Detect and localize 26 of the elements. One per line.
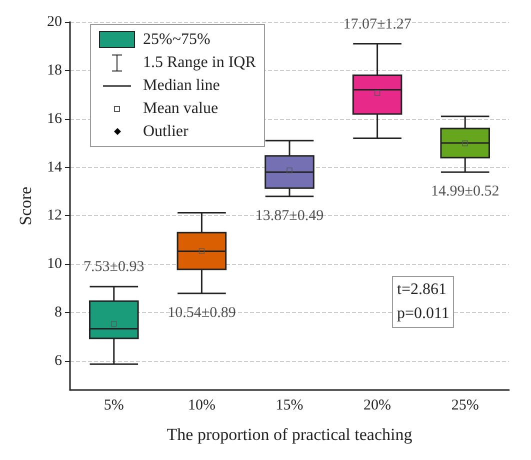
annotation: 10.54±0.89 — [168, 304, 236, 321]
annotation: t=2.861 p=0.011 — [392, 276, 454, 328]
y-tick-label: 14 — [47, 159, 62, 176]
x-tick-label: 10% — [188, 398, 216, 414]
y-tick-label: 10 — [47, 256, 62, 272]
x-axis-title: The proportion of practical teaching — [166, 425, 413, 444]
y-axis-title: Score — [16, 186, 35, 226]
x-tick-label: 25% — [451, 398, 479, 414]
annotation: 14.99±0.52 — [430, 184, 500, 200]
annotation: Median line — [143, 76, 220, 94]
annotation: 25%~75% — [143, 30, 210, 48]
y-tick-label: 6 — [54, 352, 62, 369]
y-tick-label: 16 — [47, 110, 62, 127]
annotation: 1.5 Range in IQR — [143, 54, 256, 72]
annotation: 17.07±1.27 — [343, 16, 412, 32]
y-tick-label: 20 — [47, 14, 62, 30]
x-tick-label: 15% — [276, 398, 304, 414]
x-tick-label: 20% — [364, 398, 392, 414]
y-tick-label: 12 — [47, 208, 62, 224]
y-tick-label: 18 — [47, 62, 62, 78]
y-tick-label: 8 — [54, 304, 62, 321]
annotation: Outlier — [143, 122, 188, 140]
annotation: Mean value — [143, 100, 218, 118]
x-tick-label: 5% — [104, 398, 124, 414]
annotation: 7.53±0.93 — [84, 259, 144, 276]
annotation: 13.87±0.49 — [255, 208, 324, 224]
